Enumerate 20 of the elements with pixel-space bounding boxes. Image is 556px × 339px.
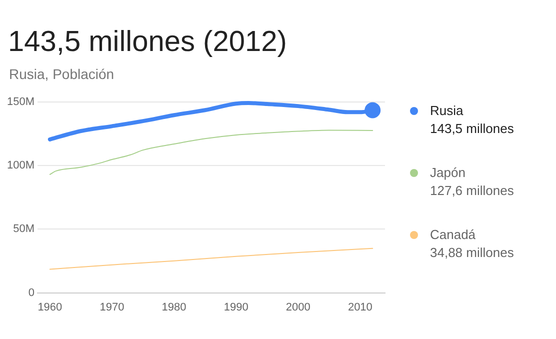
chart-subtitle: Rusia, Población xyxy=(9,66,114,82)
y-tick-label: 0 xyxy=(28,286,35,299)
legend-label: Japón xyxy=(430,164,466,182)
x-tick-label: 1970 xyxy=(100,301,124,314)
x-tick-label: 1990 xyxy=(224,301,248,314)
legend-label: Rusia xyxy=(430,102,464,120)
y-tick-label: 50M xyxy=(13,223,35,236)
x-tick-label: 2000 xyxy=(286,301,310,314)
x-tick-label: 1960 xyxy=(38,301,62,314)
text: 143,5 millones xyxy=(430,120,514,138)
text: 127,6 millones xyxy=(430,182,514,200)
text: 34,88 millones xyxy=(430,244,514,262)
line-series xyxy=(49,130,374,175)
line-series xyxy=(49,248,374,270)
y-tick-label: 100M xyxy=(6,160,35,172)
chart-title: 143,5 millones (2012) xyxy=(8,26,287,59)
x-tick-label: 2010 xyxy=(348,301,372,314)
legend-label: Canadá xyxy=(430,226,477,244)
x-tick-label: 1980 xyxy=(162,301,186,314)
y-tick-label: 150M xyxy=(6,96,35,108)
